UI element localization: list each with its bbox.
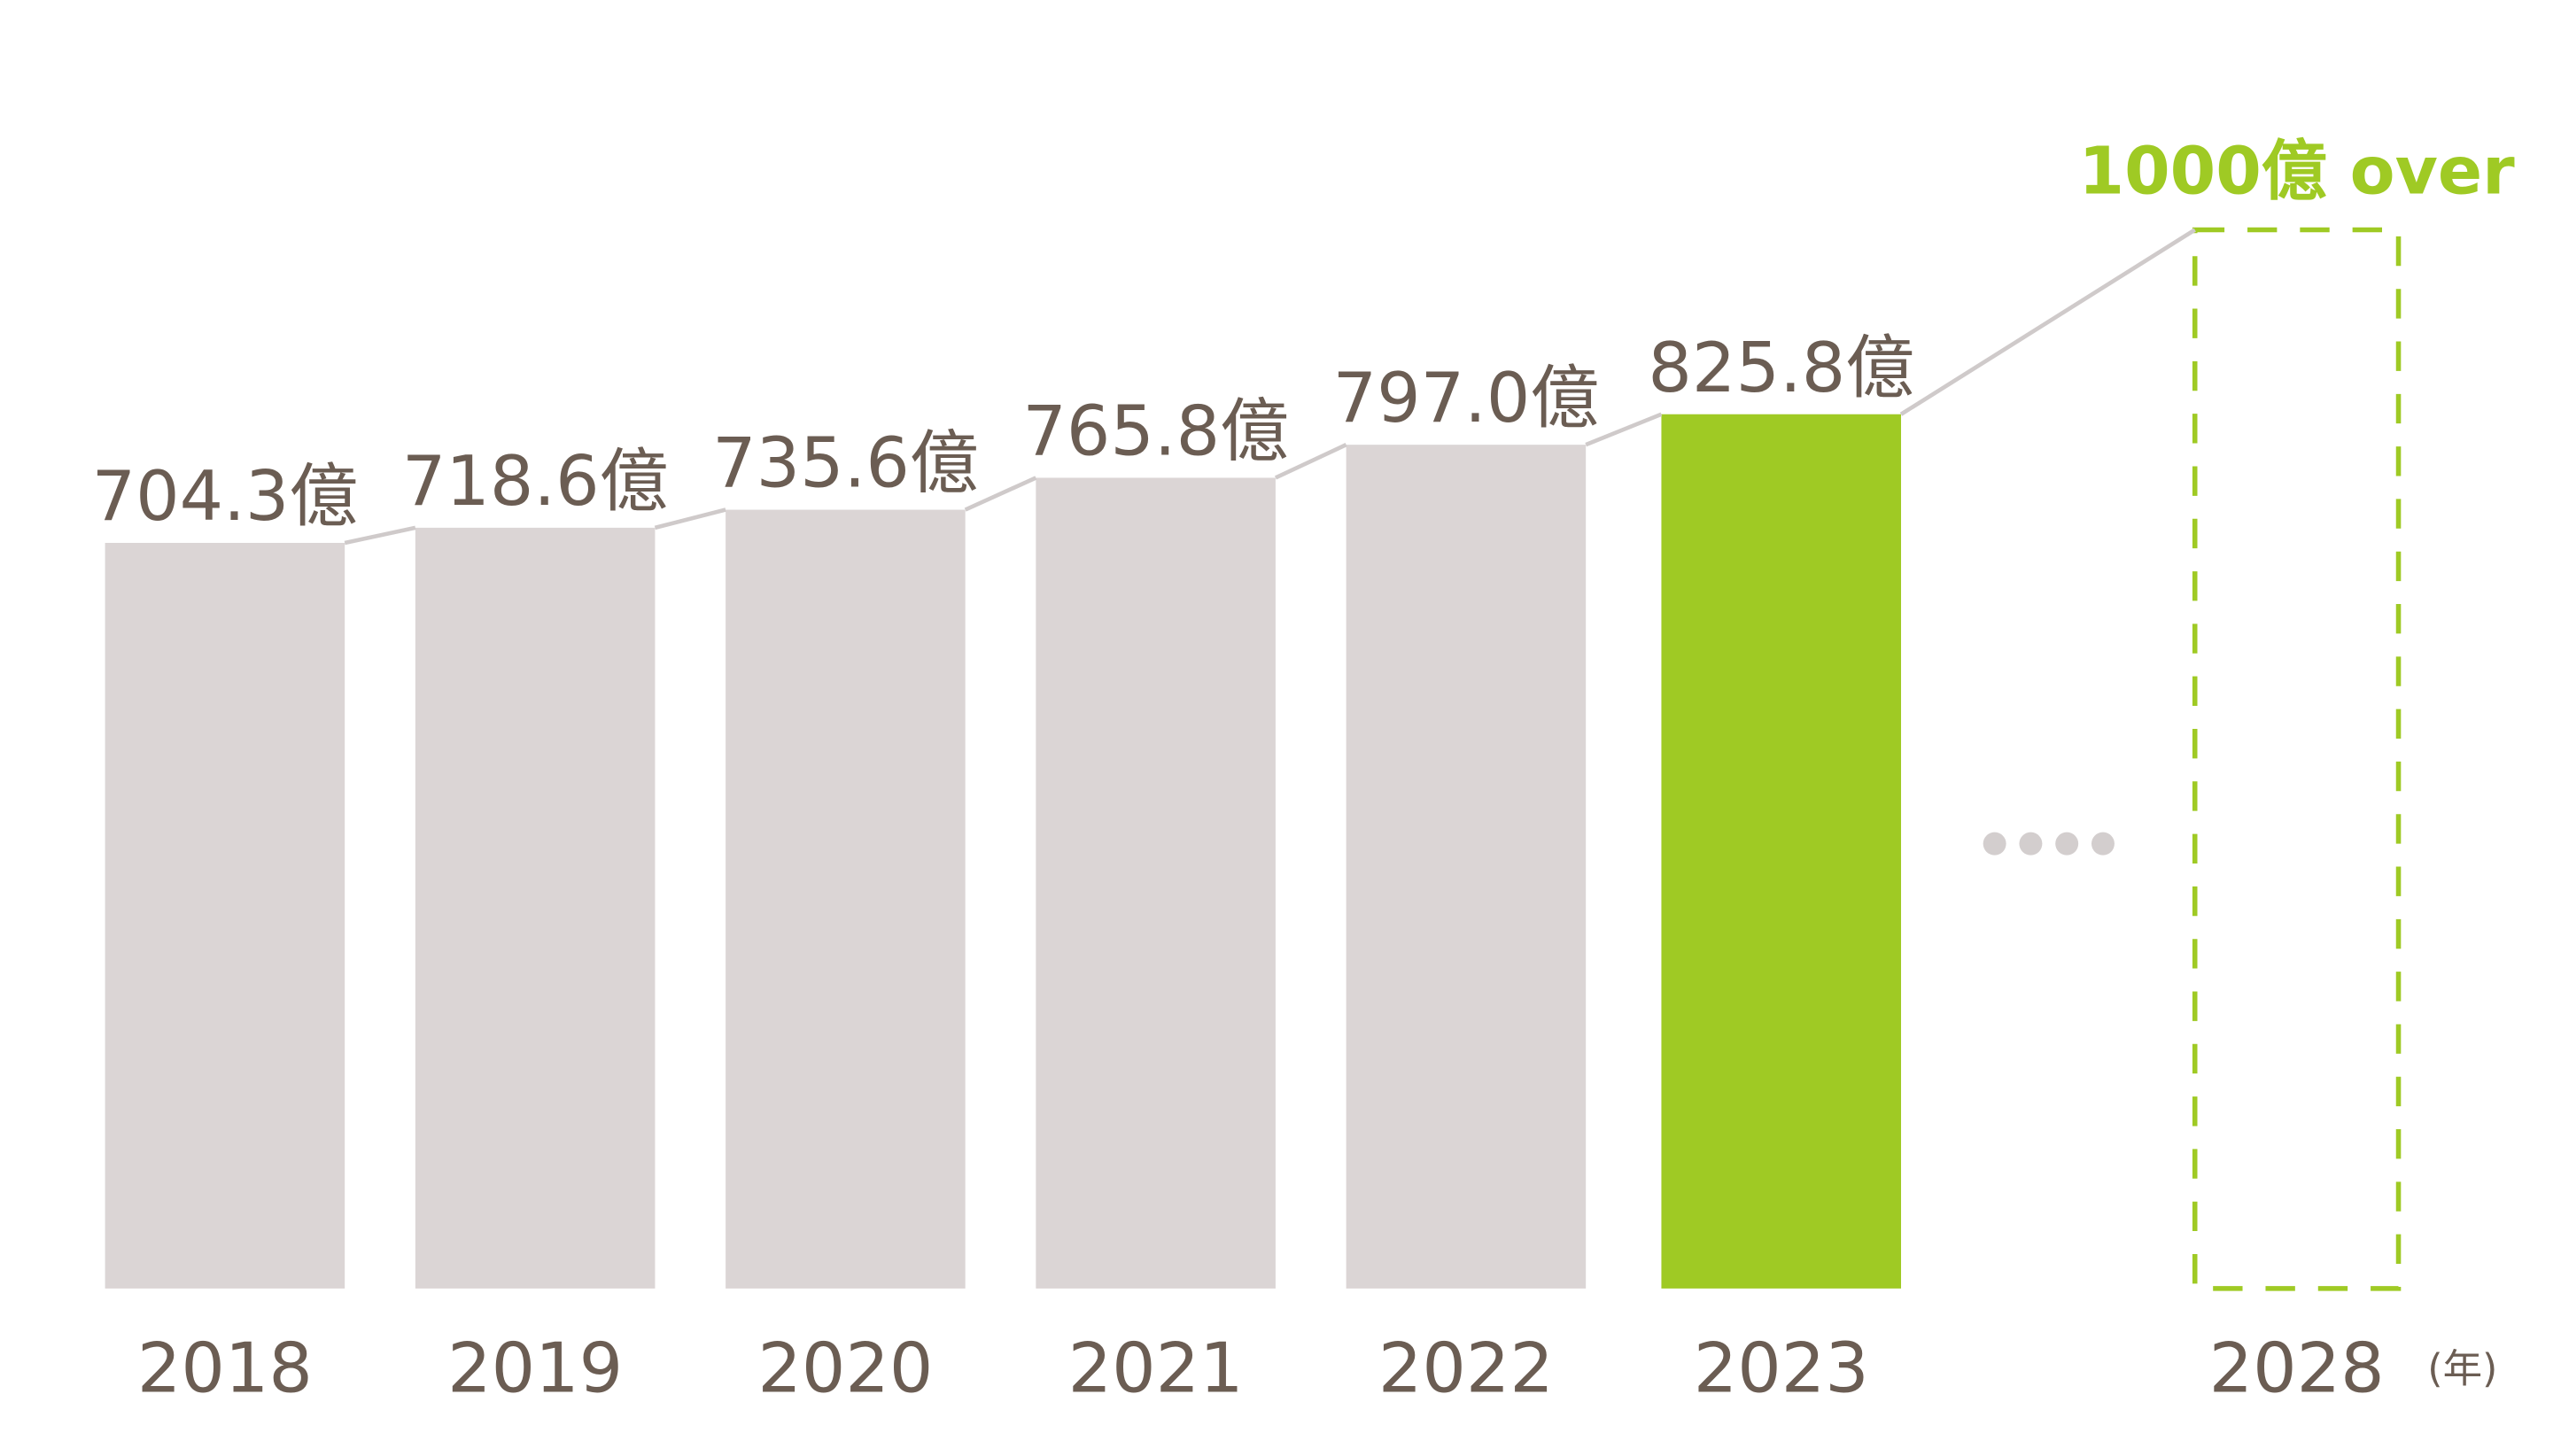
x-tick-label: 2022	[1378, 1329, 1554, 1409]
x-tick-label: 2028	[2209, 1329, 2385, 1409]
connector	[344, 525, 416, 546]
value-label: 825.8億	[1648, 329, 1914, 408]
x-tick-label: 2019	[447, 1329, 623, 1409]
bar	[1036, 477, 1276, 1289]
bar	[1346, 445, 1587, 1289]
connector	[1585, 412, 1663, 447]
value-label: 1000億 over	[2079, 134, 2516, 210]
ellipsis	[1983, 832, 2115, 856]
bar	[105, 542, 345, 1289]
bar	[1661, 414, 1902, 1289]
bar	[415, 527, 656, 1289]
connector	[654, 507, 726, 531]
x-tick-label: 2020	[757, 1329, 933, 1409]
connector	[1274, 443, 1347, 480]
connector	[964, 476, 1037, 512]
x-tick-label: 2021	[1068, 1329, 1244, 1409]
x-axis-label: (年)	[2427, 1347, 2497, 1392]
projected-bar	[2192, 227, 2402, 1291]
connector	[1899, 228, 2196, 416]
x-tick-label: 2023	[1694, 1329, 1869, 1409]
value-label: 704.3億	[92, 457, 359, 537]
value-label: 765.8億	[1022, 392, 1289, 472]
x-tick-label: 2018	[137, 1329, 313, 1409]
value-label: 797.0億	[1333, 359, 1600, 438]
value-label: 718.6億	[402, 442, 669, 522]
bar	[726, 509, 966, 1289]
value-label: 735.6億	[712, 424, 979, 504]
